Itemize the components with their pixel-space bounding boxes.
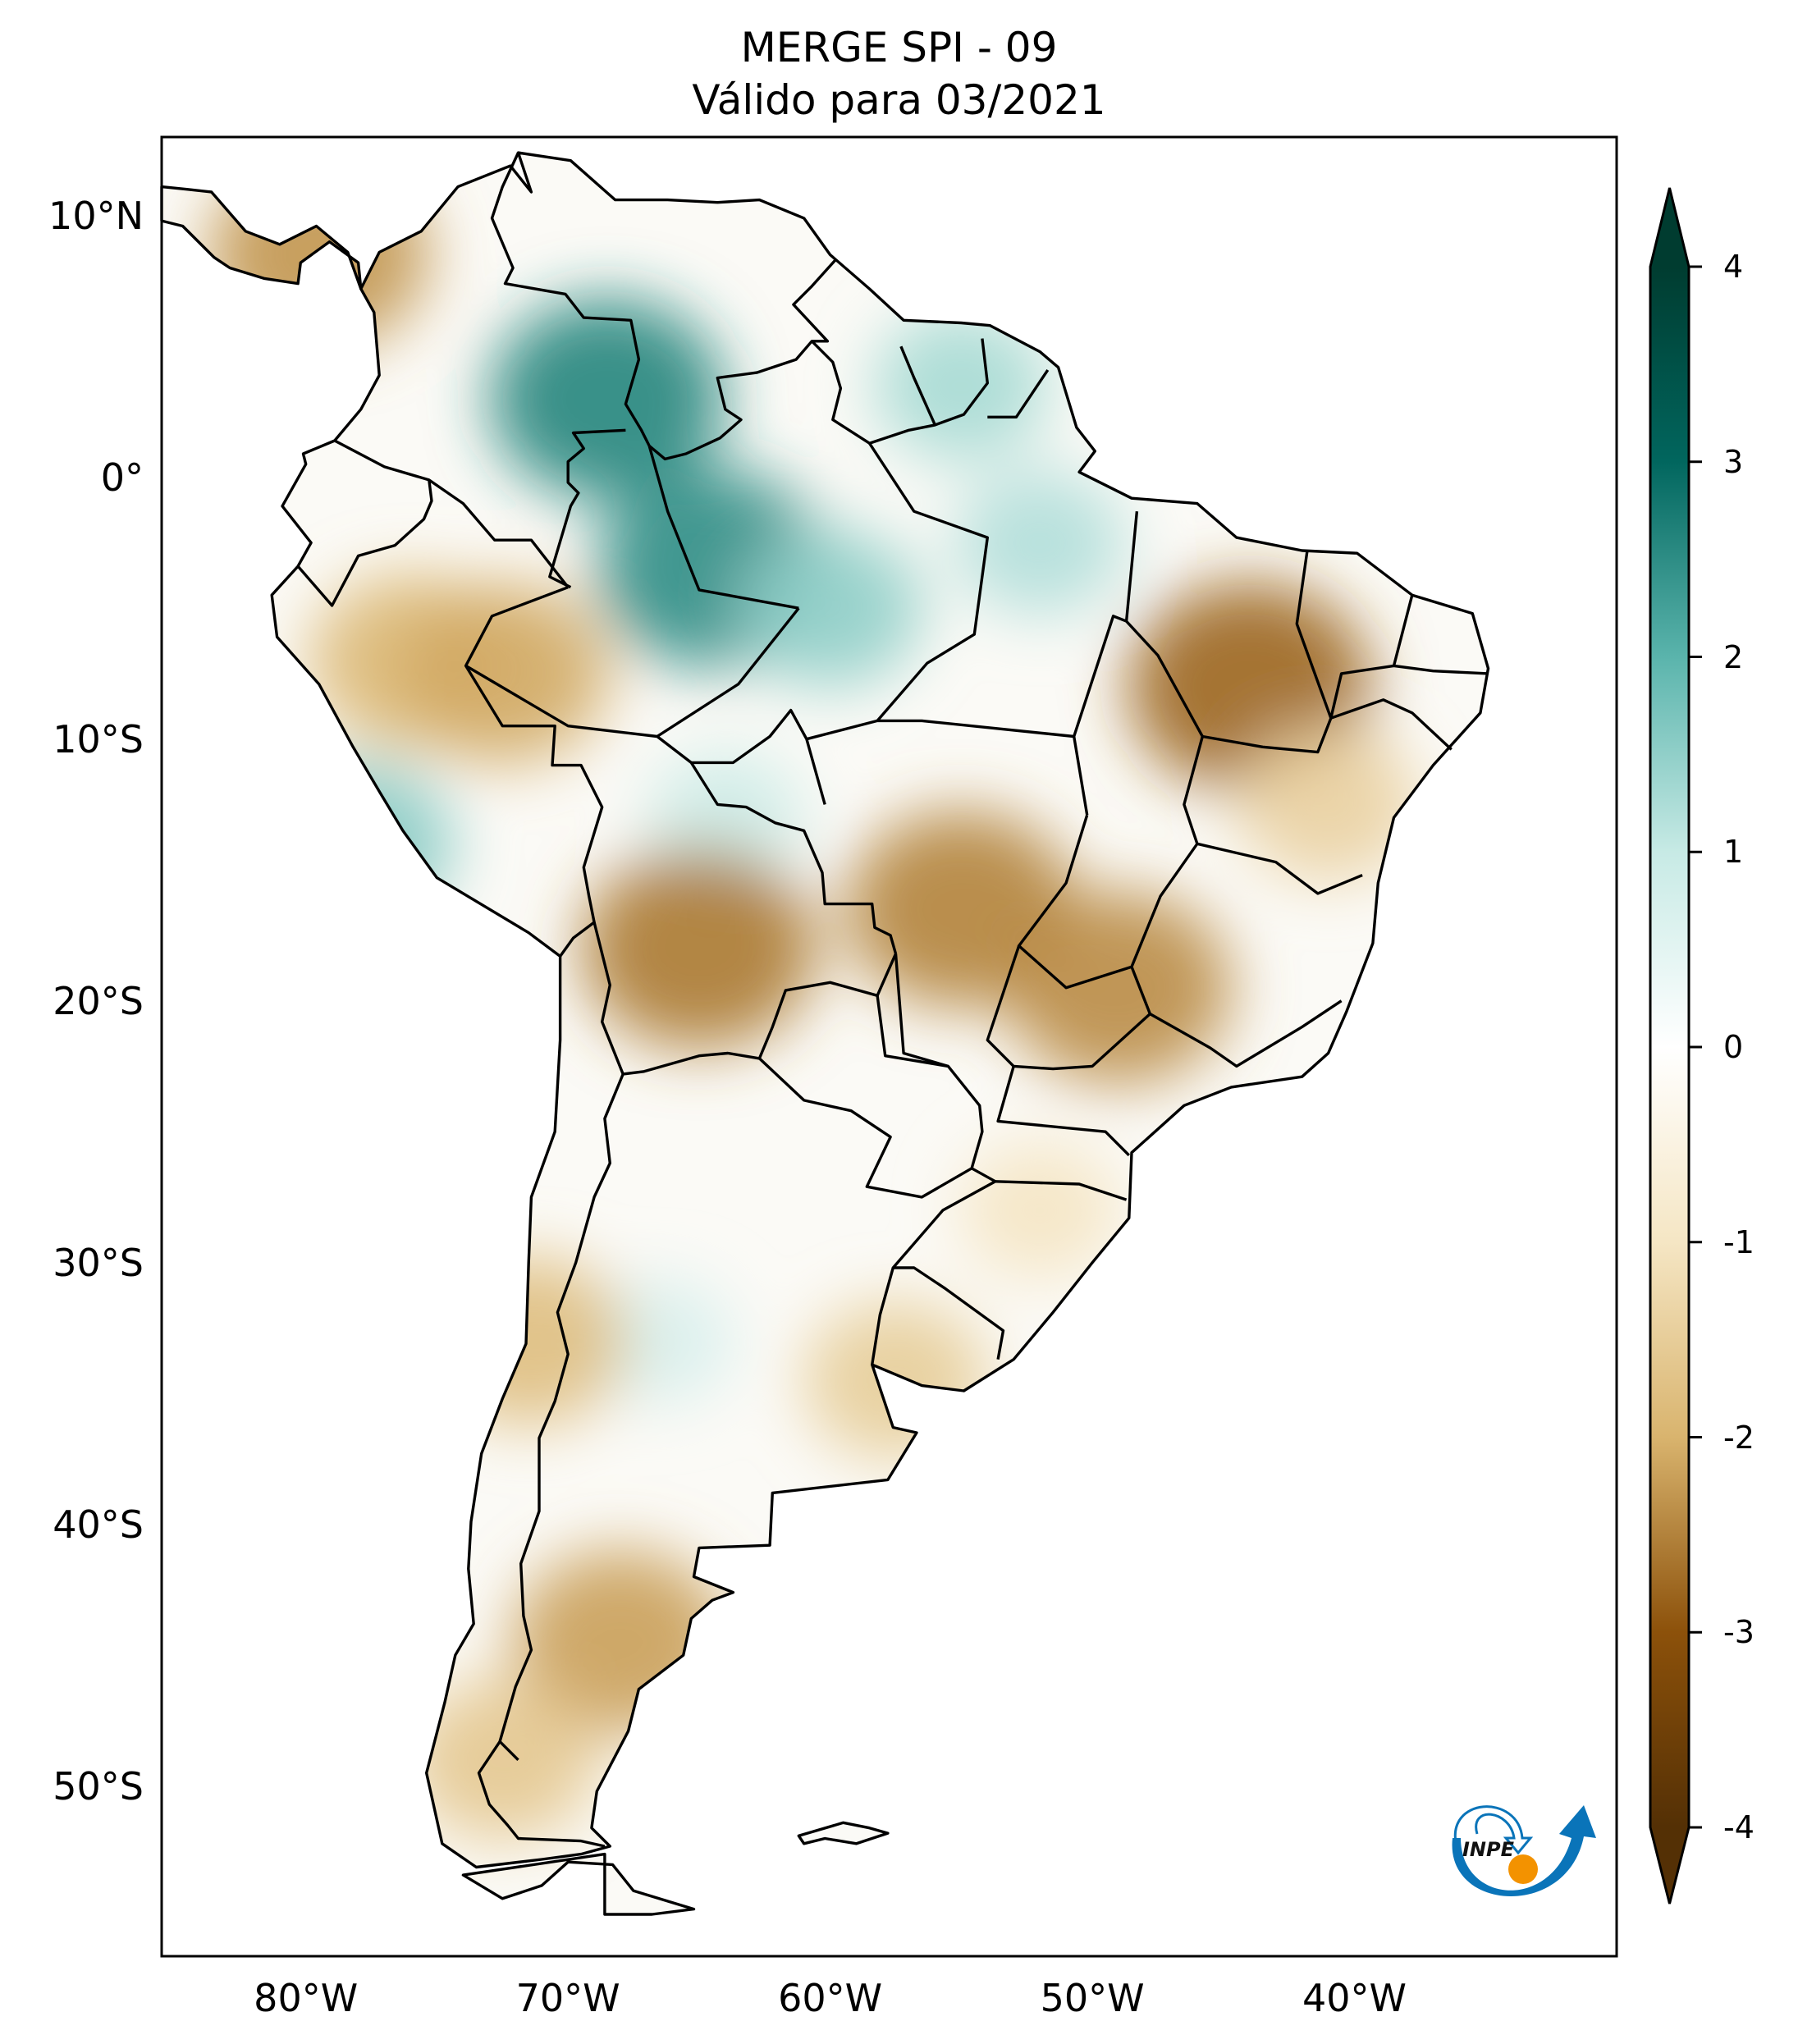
x-tick-label: 60°W bbox=[778, 1976, 883, 2020]
border-line bbox=[691, 708, 826, 805]
colorbar-tick-label: 1 bbox=[1723, 834, 1744, 871]
spi-region-central-amazon bbox=[738, 529, 922, 688]
y-tick-label: 20°S bbox=[53, 978, 144, 1023]
spi-region-par-north bbox=[954, 469, 1125, 616]
border-line bbox=[647, 445, 799, 610]
colorbar-gradient bbox=[1650, 267, 1689, 1827]
y-tick-label: 10°N bbox=[48, 193, 144, 238]
border-line bbox=[334, 439, 430, 482]
colorbar-tick-label: -3 bbox=[1723, 1614, 1755, 1651]
spi-field bbox=[162, 153, 1489, 1914]
plot-frame bbox=[160, 135, 1618, 1958]
coastline-malvinas bbox=[797, 1821, 890, 1845]
spi-region-southern-brazil bbox=[959, 1141, 1121, 1279]
border-line bbox=[592, 921, 898, 1076]
y-tick-label: 0° bbox=[100, 455, 144, 500]
border-line bbox=[656, 607, 800, 738]
coastline-central-america bbox=[160, 185, 363, 290]
border-line bbox=[477, 1073, 624, 1848]
x-tick-label: 40°W bbox=[1302, 1976, 1407, 2020]
border-line bbox=[1202, 550, 1333, 754]
border-line bbox=[296, 478, 570, 607]
chart-subtitle: Válido para 03/2021 bbox=[692, 76, 1106, 124]
border-line bbox=[490, 152, 651, 447]
spi-region-panama bbox=[208, 160, 430, 350]
plot-area bbox=[160, 151, 1490, 1916]
border-line bbox=[1330, 698, 1453, 751]
colorbar-extend-min bbox=[1650, 1827, 1689, 1904]
border-line bbox=[648, 258, 837, 461]
y-tick-label: 50°S bbox=[53, 1763, 144, 1809]
border-line bbox=[995, 1180, 1128, 1201]
colorbar-tick-label: -4 bbox=[1723, 1809, 1755, 1845]
border-line bbox=[986, 945, 1343, 1071]
spi-region-uruguay-buenos-aires bbox=[803, 1301, 988, 1460]
border-line bbox=[548, 428, 626, 589]
spi-region-bolivia-santa-cruz bbox=[582, 848, 817, 1049]
colorbar-tick-label: 4 bbox=[1723, 249, 1744, 285]
spi-region-acre-border bbox=[396, 583, 609, 765]
colorbar-tick-label: -2 bbox=[1723, 1419, 1755, 1456]
coastlines-and-borders bbox=[160, 151, 1490, 1916]
x-tick-label: 50°W bbox=[1040, 1976, 1145, 2020]
colorbar-tick-label: 3 bbox=[1723, 443, 1744, 480]
border-line bbox=[871, 1267, 894, 1365]
border-line bbox=[891, 1167, 1005, 1360]
border-line bbox=[899, 345, 936, 426]
spi-region-guianas bbox=[873, 310, 1049, 461]
colorbar-tick-label: -1 bbox=[1723, 1223, 1755, 1260]
colorbar bbox=[1649, 187, 1702, 1905]
border-line bbox=[1329, 664, 1394, 719]
border-line bbox=[1392, 594, 1489, 675]
border-line bbox=[987, 368, 1050, 418]
spi-region-bahia bbox=[1238, 727, 1418, 882]
chart-title: MERGE SPI - 09 bbox=[740, 24, 1058, 71]
coastline-south-america bbox=[270, 151, 1490, 1869]
y-tick-label: 10°S bbox=[53, 716, 144, 761]
colorbar-tick-label: 2 bbox=[1723, 638, 1744, 675]
logo-sun-icon bbox=[1508, 1854, 1538, 1884]
colorbar-extend-max bbox=[1650, 188, 1689, 267]
border-line bbox=[1130, 966, 1151, 1015]
border-line bbox=[1017, 814, 1199, 990]
logo-text: INPE bbox=[1462, 1838, 1515, 1861]
border-line bbox=[498, 1740, 519, 1762]
border-line bbox=[868, 442, 989, 722]
border-line bbox=[1124, 511, 1139, 622]
border-line bbox=[894, 953, 949, 1068]
border-line bbox=[1196, 842, 1363, 895]
coastline-tierra-del-fuego bbox=[461, 1852, 696, 1916]
border-line bbox=[464, 664, 898, 954]
spi-region-southern-chile bbox=[408, 1679, 597, 1841]
y-tick-label: 40°S bbox=[53, 1502, 144, 1547]
border-line bbox=[811, 338, 989, 445]
spi-region-central-argentina bbox=[586, 1278, 734, 1405]
inpe-logo: INPE bbox=[1452, 1805, 1596, 1897]
border-line bbox=[806, 719, 1089, 816]
spi-region-goi-s-minas bbox=[1005, 891, 1232, 1085]
spi-region-colombia-s-venezuela bbox=[490, 298, 725, 500]
border-line bbox=[1073, 615, 1204, 844]
spi-region-peru-coast bbox=[263, 762, 453, 925]
border-line bbox=[996, 1065, 1131, 1157]
colorbar-tick-label: 0 bbox=[1723, 1029, 1744, 1065]
logo-swoosh-icon bbox=[1452, 1805, 1596, 1897]
x-tick-label: 80°W bbox=[254, 1976, 359, 2020]
logo-orbit-icon bbox=[1453, 1805, 1534, 1855]
y-tick-label: 30°S bbox=[53, 1240, 144, 1285]
x-tick-label: 70°W bbox=[515, 1976, 620, 2020]
